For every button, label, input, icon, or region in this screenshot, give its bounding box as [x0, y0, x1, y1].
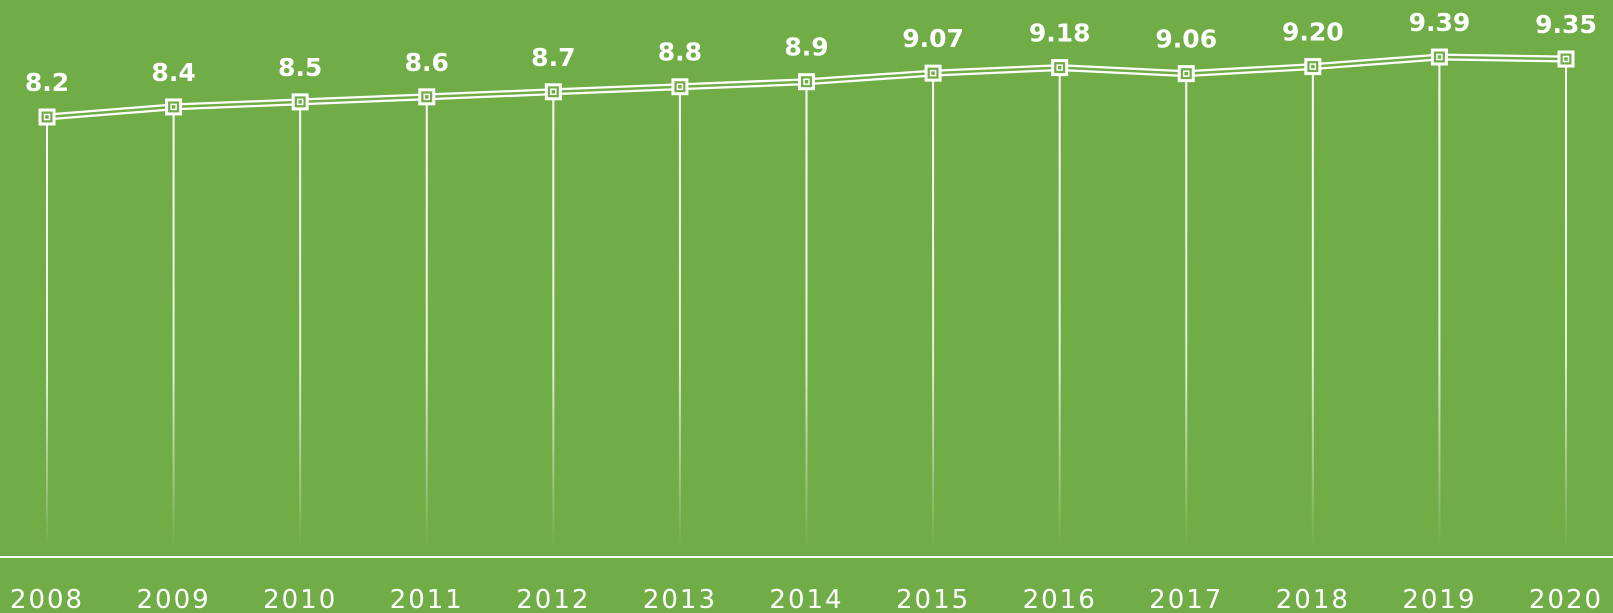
value-label: 8.8: [658, 38, 702, 67]
marker: [418, 88, 436, 106]
marker: [291, 93, 309, 111]
marker-core: [1436, 53, 1443, 61]
x-tick-label: 2012: [516, 585, 590, 613]
x-tick-label: 2009: [136, 585, 210, 613]
marker: [1177, 65, 1195, 83]
marker-core: [929, 69, 937, 77]
marker: [671, 78, 689, 96]
value-label: 8.2: [25, 68, 69, 97]
value-label: 9.20: [1282, 18, 1344, 47]
x-tick-label: 2015: [896, 585, 970, 613]
marker-core: [550, 88, 557, 96]
value-label: 8.6: [405, 48, 449, 77]
drop-line: [1311, 66, 1314, 548]
marker: [924, 64, 942, 82]
x-tick-label: 2018: [1276, 585, 1350, 613]
marker: [1304, 58, 1322, 76]
marker-core: [676, 83, 684, 90]
x-tick-label: 2019: [1402, 585, 1476, 613]
marker: [165, 98, 183, 116]
x-tick-label: 2008: [10, 585, 84, 613]
value-label: 8.5: [278, 53, 322, 82]
marker-core: [296, 98, 304, 106]
drop-line: [1185, 73, 1188, 548]
marker-core: [423, 93, 430, 101]
drop-line: [1438, 57, 1441, 548]
marker: [798, 73, 815, 91]
x-tick-label: 2014: [769, 585, 843, 613]
x-tick-label: 2016: [1023, 585, 1097, 613]
marker: [1430, 48, 1448, 66]
drop-line: [805, 81, 808, 549]
value-label: 9.06: [1155, 25, 1217, 54]
value-label: 9.18: [1029, 19, 1091, 48]
x-tick-label: 2011: [390, 585, 464, 613]
drop-line: [46, 117, 48, 548]
drop-line: [1058, 67, 1061, 549]
marker-core: [1562, 55, 1570, 63]
marker-core: [170, 103, 177, 111]
x-tick-label: 2010: [263, 585, 337, 613]
value-label: 9.39: [1409, 8, 1471, 37]
x-tick-label: 2020: [1529, 585, 1603, 613]
marker-core: [1309, 63, 1317, 70]
marker-core: [1056, 64, 1063, 71]
marker: [544, 83, 562, 101]
value-label: 9.07: [902, 24, 964, 53]
drop-line: [1565, 59, 1567, 548]
value-label: 8.4: [151, 58, 195, 87]
drop-line: [299, 101, 302, 548]
value-label: 8.9: [784, 33, 828, 62]
marker-core: [43, 113, 51, 121]
marker-core: [1183, 70, 1190, 77]
drop-line: [172, 106, 175, 549]
drop-line: [425, 96, 428, 548]
marker: [1557, 50, 1575, 68]
marker: [38, 108, 56, 126]
marker: [1051, 59, 1069, 77]
drop-line: [932, 73, 935, 548]
x-tick-label: 2013: [643, 585, 717, 613]
marker-core: [803, 78, 810, 85]
value-label: 8.7: [531, 43, 575, 72]
value-label: 9.35: [1535, 10, 1597, 39]
drop-line: [678, 86, 681, 549]
drop-line: [552, 91, 555, 548]
x-tick-label: 2017: [1149, 585, 1223, 613]
